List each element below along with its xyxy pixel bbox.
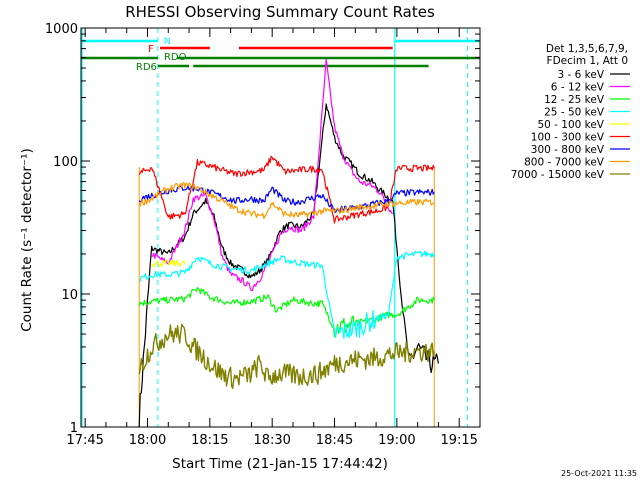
legend-label: 800 - 7000 keV <box>524 157 605 169</box>
plot-frame <box>80 27 481 428</box>
legend-label: 300 - 800 keV <box>531 144 605 156</box>
x-tick-label: 18:30 <box>253 433 290 448</box>
x-tick-label: 19:15 <box>440 433 477 448</box>
series-line-5 <box>151 259 186 267</box>
y-tick-label: 100 <box>53 155 78 170</box>
legend-label: 100 - 300 keV <box>531 132 605 144</box>
series-line-1 <box>138 103 439 428</box>
legend-label: 7000 - 15000 keV <box>511 169 605 181</box>
x-tick-label: 18:45 <box>316 433 353 448</box>
legend-header-line: Det 1,3,5,6,7,9, <box>546 43 628 55</box>
series-line-3 <box>138 287 435 338</box>
y-tick-label: 10 <box>61 288 78 303</box>
rd6-flag-label: RD6 <box>136 62 157 73</box>
legend-label: 6 - 12 keV <box>551 82 605 94</box>
x-tick-label: 18:00 <box>129 433 166 448</box>
series-line-2 <box>151 58 394 292</box>
axes-frame: 1 10 100 1000 17:45 18:00 18:15 18:30 18:45 19:00… <box>45 22 481 448</box>
x-tick-label: 18:15 <box>191 433 228 448</box>
render-timestamp: 25-Oct-2021 11:35 <box>561 469 637 478</box>
x-axis-label: Start Time (21-Jan-15 17:44:42) <box>172 456 388 472</box>
x-tick-label: 17:45 <box>66 433 103 448</box>
night-flag-label: N <box>164 37 171 47</box>
legend-label: 25 - 50 keV <box>544 107 605 119</box>
y-axis-label: Count Rate (s⁻¹ detector⁻¹) <box>19 148 35 332</box>
plot-area: NF RDO RD6 <box>81 28 480 428</box>
y-tick-label: 1 <box>70 421 78 436</box>
legend-label: 50 - 100 keV <box>537 119 604 131</box>
flare-flag-label: F <box>148 44 154 55</box>
series-line-8 <box>138 181 435 220</box>
series-line-7 <box>138 185 435 214</box>
series-line-4 <box>138 250 435 339</box>
legend-header: Det 1,3,5,6,7,9,FDecim 1, Att 0 <box>546 43 628 67</box>
series-line-6 <box>138 155 435 224</box>
y-tick-label: 1000 <box>45 22 78 37</box>
legend-label: 12 - 25 keV <box>544 94 605 106</box>
series-line-9 <box>138 323 435 389</box>
legend-label: 3 - 6 keV <box>557 69 604 81</box>
rdo-flag-label: RDO <box>164 52 187 63</box>
legend-header-line: FDecim 1, Att 0 <box>547 55 628 67</box>
x-tick-label: 19:00 <box>378 433 415 448</box>
chart-title: RHESSI Observing Summary Count Rates <box>125 3 435 21</box>
